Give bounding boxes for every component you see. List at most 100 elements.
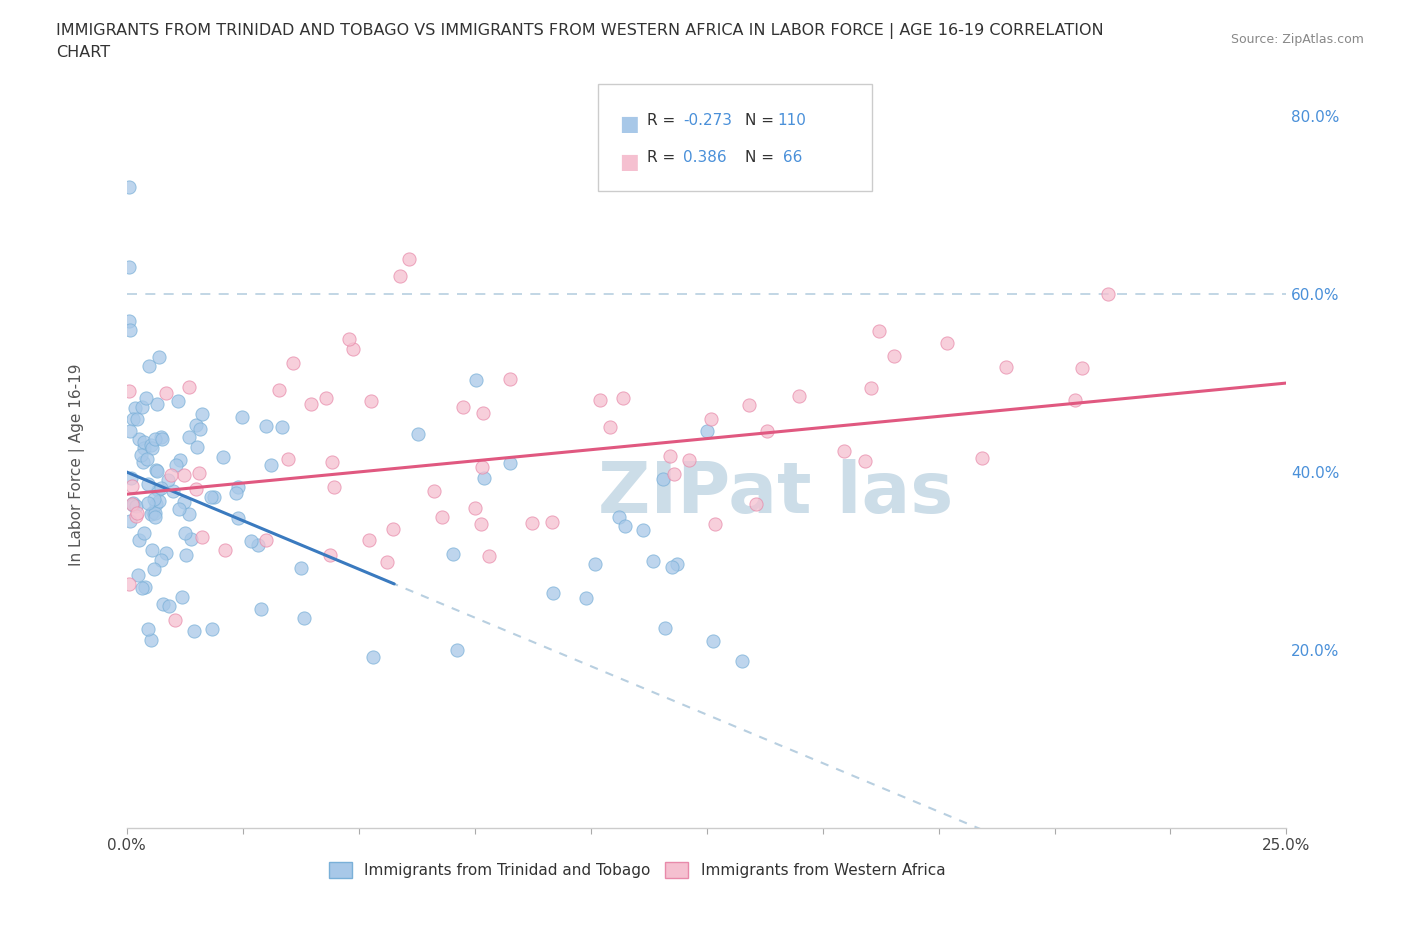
Point bbox=[388, 269, 411, 284]
Point bbox=[599, 419, 621, 434]
Point bbox=[118, 383, 141, 398]
Point bbox=[132, 434, 155, 449]
Point bbox=[149, 552, 172, 567]
Point bbox=[214, 542, 236, 557]
Point bbox=[127, 412, 149, 427]
Point bbox=[136, 621, 159, 636]
Text: -0.273: -0.273 bbox=[683, 113, 733, 127]
Point bbox=[398, 251, 420, 266]
Text: N =: N = bbox=[745, 150, 779, 165]
Point bbox=[696, 423, 718, 438]
Point bbox=[613, 519, 636, 534]
Point bbox=[148, 350, 170, 365]
Point bbox=[522, 516, 544, 531]
Point bbox=[859, 380, 882, 395]
Point bbox=[150, 481, 173, 496]
Point bbox=[470, 517, 492, 532]
Point bbox=[135, 391, 157, 405]
Point bbox=[994, 360, 1017, 375]
Point bbox=[155, 545, 177, 560]
Point bbox=[702, 633, 724, 648]
Point bbox=[339, 332, 361, 347]
Point bbox=[118, 577, 141, 591]
Point bbox=[145, 497, 167, 512]
Point bbox=[120, 471, 142, 485]
Point bbox=[451, 400, 474, 415]
Point bbox=[190, 421, 212, 436]
Point bbox=[575, 591, 598, 605]
Point bbox=[141, 632, 163, 647]
Text: In Labor Force | Age 16-19: In Labor Force | Age 16-19 bbox=[69, 364, 86, 566]
Point bbox=[125, 498, 148, 513]
Point bbox=[118, 313, 141, 328]
Point bbox=[382, 522, 405, 537]
Point bbox=[136, 476, 159, 491]
Point bbox=[157, 472, 180, 487]
Text: Source: ZipAtlas.com: Source: ZipAtlas.com bbox=[1230, 33, 1364, 46]
Text: ■: ■ bbox=[619, 114, 638, 135]
Point bbox=[290, 560, 312, 575]
Point bbox=[1097, 286, 1119, 301]
Point bbox=[377, 554, 399, 569]
Point bbox=[972, 451, 994, 466]
Point bbox=[583, 557, 606, 572]
Point bbox=[360, 393, 382, 408]
Point bbox=[834, 444, 856, 458]
Point bbox=[146, 483, 169, 498]
Point bbox=[118, 513, 141, 528]
Point bbox=[464, 500, 486, 515]
Point bbox=[319, 548, 342, 563]
Point bbox=[149, 430, 172, 445]
Point bbox=[225, 485, 247, 500]
Point bbox=[143, 492, 166, 507]
Point bbox=[187, 465, 209, 480]
Point bbox=[883, 348, 905, 363]
Point bbox=[315, 391, 337, 405]
Point bbox=[246, 538, 269, 553]
Text: CHART: CHART bbox=[56, 45, 110, 60]
Point bbox=[472, 405, 495, 420]
Point bbox=[499, 372, 522, 387]
Point bbox=[142, 504, 165, 519]
Point bbox=[665, 556, 688, 571]
Point bbox=[406, 427, 429, 442]
Point bbox=[678, 453, 700, 468]
Point bbox=[165, 458, 187, 472]
Point bbox=[128, 432, 150, 446]
Point bbox=[180, 531, 202, 546]
Point bbox=[200, 489, 222, 504]
Point bbox=[283, 355, 305, 370]
Point bbox=[136, 496, 159, 511]
Point bbox=[122, 412, 145, 427]
Point bbox=[607, 510, 630, 525]
Point bbox=[756, 424, 779, 439]
Legend: Immigrants from Trinidad and Tobago, Immigrants from Western Africa: Immigrants from Trinidad and Tobago, Imm… bbox=[322, 856, 952, 884]
Point bbox=[664, 467, 686, 482]
Point bbox=[301, 397, 323, 412]
Point bbox=[423, 484, 446, 498]
Point bbox=[141, 441, 163, 456]
Point bbox=[143, 506, 166, 521]
Point bbox=[179, 507, 201, 522]
Point bbox=[654, 620, 676, 635]
Point bbox=[135, 451, 157, 466]
Point bbox=[191, 529, 214, 544]
Text: ■: ■ bbox=[619, 152, 638, 172]
Point bbox=[138, 359, 160, 374]
Point bbox=[631, 523, 654, 538]
Point bbox=[543, 586, 565, 601]
Point bbox=[179, 429, 201, 444]
Point bbox=[145, 432, 167, 446]
Text: R =: R = bbox=[647, 113, 681, 127]
Point bbox=[152, 432, 174, 446]
Point bbox=[612, 391, 634, 405]
Point bbox=[363, 649, 385, 664]
Point bbox=[162, 484, 184, 498]
Point bbox=[267, 382, 290, 397]
Point bbox=[183, 623, 205, 638]
Point bbox=[699, 411, 721, 426]
Point bbox=[652, 472, 675, 486]
Point bbox=[186, 439, 208, 454]
Point bbox=[541, 514, 564, 529]
Point bbox=[132, 525, 155, 540]
